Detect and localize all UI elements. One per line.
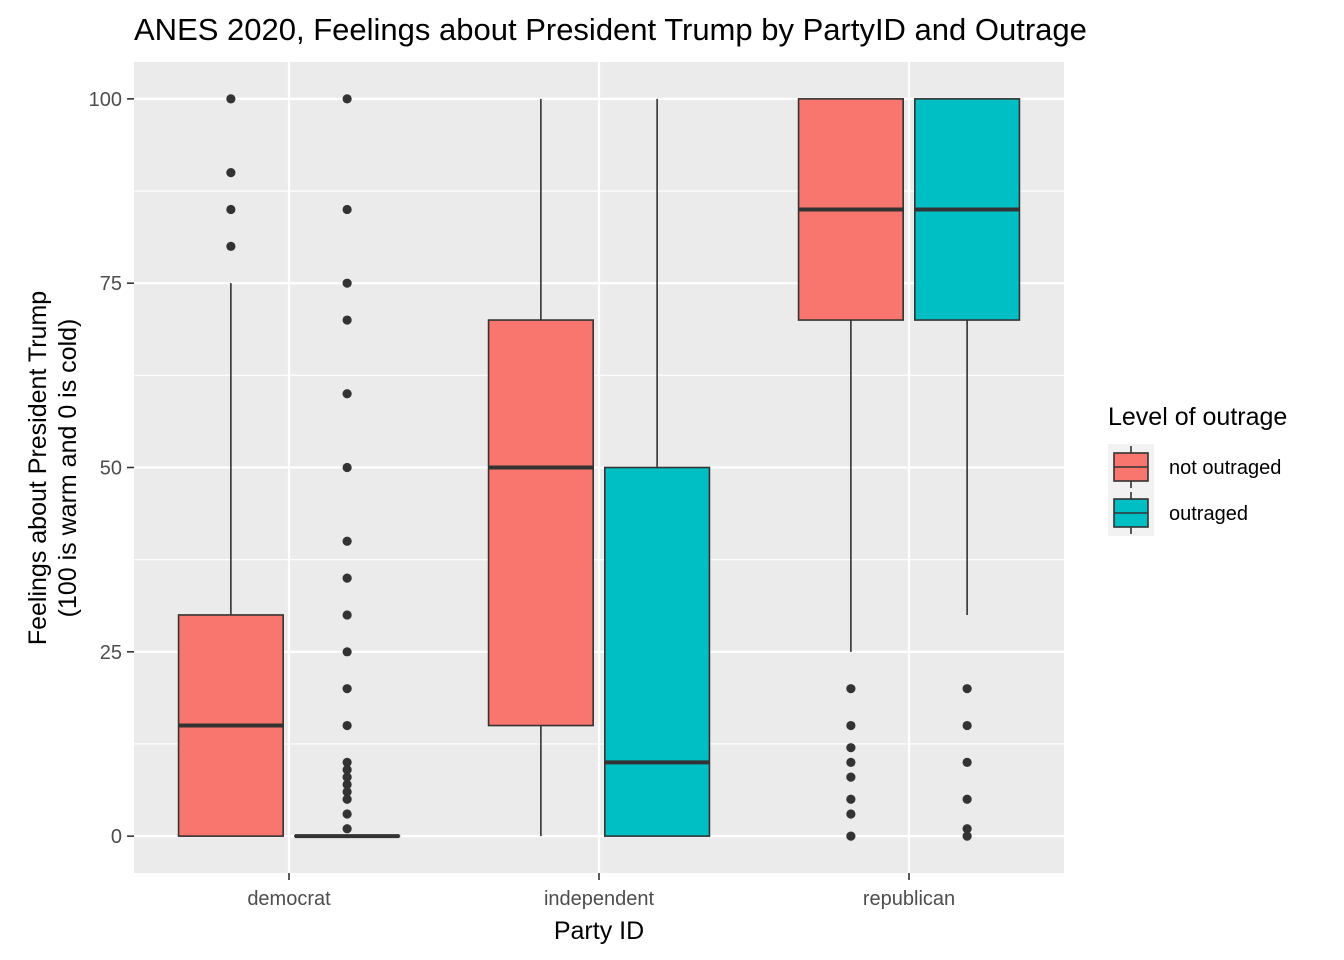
outlier-point <box>962 794 972 804</box>
outlier-point <box>226 167 236 178</box>
outlier-point <box>342 765 352 775</box>
outlier-point <box>846 794 856 804</box>
outlier-point <box>342 94 352 104</box>
outlier-point <box>342 204 352 215</box>
legend-item-not-outraged: not outraged <box>1108 444 1281 490</box>
legend-item-outraged: outraged <box>1108 490 1248 536</box>
outlier-point <box>962 757 972 768</box>
boxplot-democrat-not-outraged <box>177 94 284 837</box>
legend-title: Level of outrage <box>1108 403 1287 431</box>
outlier-point <box>342 610 352 620</box>
outlier-point <box>962 831 972 841</box>
outlier-point <box>962 684 972 694</box>
outlier-point <box>342 809 352 819</box>
outlier-point <box>342 647 352 657</box>
boxplot-republican-not-outraged <box>797 98 904 841</box>
outlier-point <box>342 684 352 694</box>
box <box>487 319 594 727</box>
x-axis-title: Party ID <box>554 917 644 945</box>
outlier-point <box>226 94 236 104</box>
outlier-point <box>962 720 972 731</box>
x-tick-label: independent <box>544 888 655 910</box>
gridlines <box>134 62 1064 873</box>
outlier-point <box>342 779 352 790</box>
y-axis-title-line-2: (100 is warm and 0 is cold) <box>54 319 82 618</box>
outlier-point <box>226 204 236 215</box>
y-axis: 0 25 50 75 100 <box>89 89 134 848</box>
outlier-point <box>342 757 352 768</box>
boxplot-independent-not-outraged <box>487 98 594 837</box>
outlier-point <box>342 824 352 834</box>
x-axis: democrat independent republican <box>247 873 955 910</box>
outlier-point <box>846 757 856 768</box>
outlier-point <box>342 720 352 731</box>
y-tick-label: 0 <box>111 826 122 848</box>
outlier-point <box>226 241 236 251</box>
outlier-point <box>342 794 352 804</box>
outlier-point <box>342 278 352 288</box>
box <box>604 466 711 837</box>
y-tick-label: 25 <box>100 642 122 664</box>
outlier-point <box>846 684 856 694</box>
boxplot-democrat-outraged <box>294 94 401 839</box>
y-tick-label: 50 <box>100 458 122 480</box>
boxplot-independent-outraged <box>604 98 711 837</box>
outlier-point <box>342 536 352 546</box>
legend-label: not outraged <box>1169 457 1281 479</box>
outlier-point <box>342 573 352 583</box>
x-tick-label: republican <box>863 888 955 910</box>
legend: Level of outrage not outraged outraged <box>1108 403 1287 536</box>
legend-label: outraged <box>1169 503 1248 525</box>
outlier-point <box>846 772 856 782</box>
y-tick-label: 100 <box>89 89 122 111</box>
outlier-point <box>846 743 856 753</box>
boxplot-republican-outraged <box>914 98 1021 841</box>
outlier-point <box>342 772 352 782</box>
outlier-point <box>846 720 856 731</box>
outlier-point <box>342 315 352 325</box>
chart-title: ANES 2020, Feelings about President Trum… <box>134 12 1087 47</box>
y-tick-label: 75 <box>100 273 122 295</box>
boxplots <box>177 94 1021 841</box>
y-axis-title-line-1: Feelings about President Trump <box>24 291 52 645</box>
outlier-point <box>342 787 352 797</box>
outlier-point <box>342 389 352 399</box>
outlier-point <box>846 831 856 841</box>
outlier-point <box>962 824 972 834</box>
outlier-point <box>846 809 856 819</box>
x-tick-label: democrat <box>247 888 331 910</box>
outlier-point <box>342 462 352 473</box>
